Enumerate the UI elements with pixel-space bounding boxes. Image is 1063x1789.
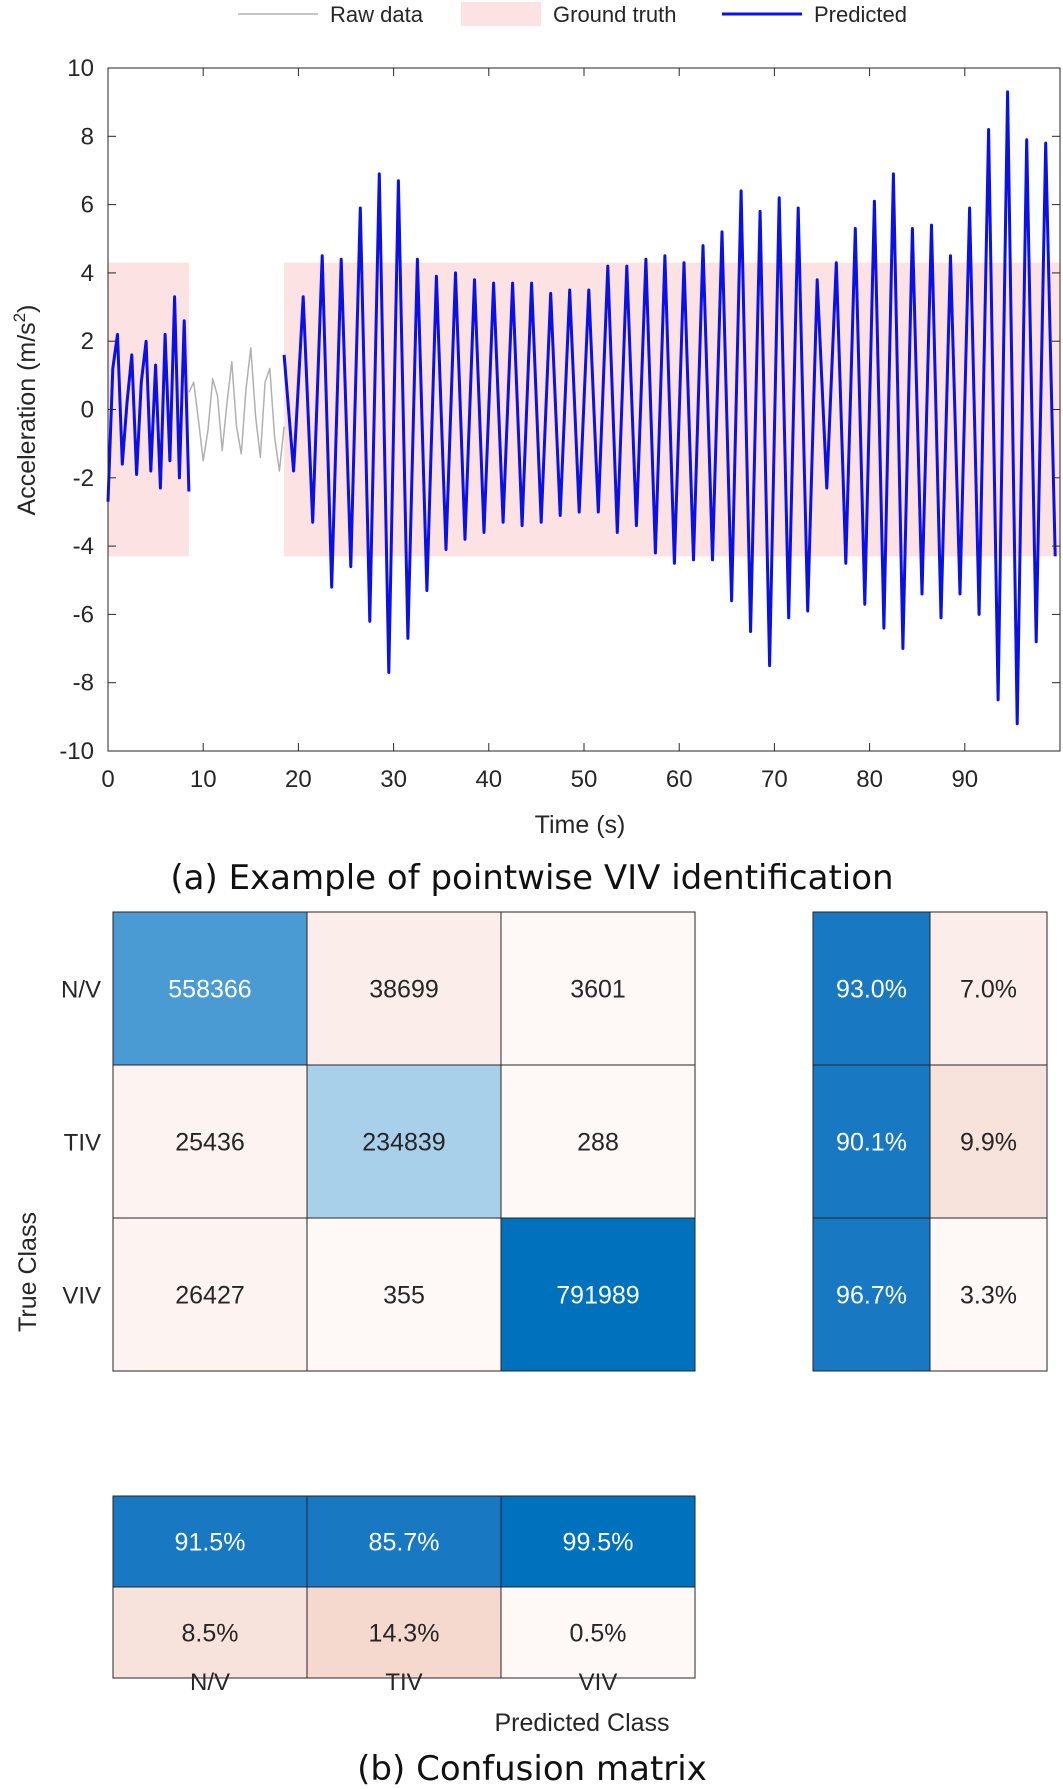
- y-tick-label: -10: [59, 738, 94, 765]
- y-tick-label: 10: [67, 55, 94, 82]
- matrix-cell: [306, 911, 502, 1066]
- series-lines: [106, 90, 1057, 726]
- matrix-cell-value: 38699: [369, 976, 439, 1004]
- x-tick-label: 50: [571, 766, 598, 793]
- y-tick-label: 4: [81, 260, 94, 287]
- x-tick-label: 40: [475, 766, 502, 793]
- row-summary-cell: [812, 1064, 931, 1219]
- matrix-cell-value: 234839: [362, 1129, 445, 1157]
- column-summary-cell: [112, 1586, 308, 1679]
- matrix-cell-value: 355: [383, 1282, 425, 1310]
- predicted-line: [282, 90, 1057, 726]
- y-tick-label: 6: [81, 192, 94, 219]
- legend-raw-label: Raw data: [330, 2, 424, 27]
- column-summary-cell-value: 99.5%: [563, 1529, 634, 1557]
- column-class-label: N/V: [190, 1669, 230, 1696]
- row-summary-cell-value: 3.3%: [960, 1282, 1017, 1310]
- row-summary-cell-value: 9.9%: [960, 1129, 1017, 1157]
- column-class-label: TIV: [385, 1669, 422, 1696]
- legend: Raw data Ground truth Predicted: [238, 2, 907, 27]
- matrix-cell: [112, 1064, 308, 1219]
- confusion-matrix: 558366 38699 3601 25436 234839 288 26427 355 791…: [14, 911, 1048, 1737]
- y-tick-label: 2: [81, 328, 94, 355]
- x-tick-label: 70: [761, 766, 788, 793]
- matrix-cell: [306, 1064, 502, 1219]
- matrix-cell-value: 3601: [570, 976, 626, 1004]
- y-axis-ticks: 10 8 6 4 2 0 -2 -4 -6 -8 -10: [59, 55, 1060, 765]
- row-summary-cell: [929, 911, 1048, 1066]
- y-axis-label-close: ): [13, 305, 41, 313]
- column-summary-cell-value: 91.5%: [175, 1529, 246, 1557]
- y-tick-label: -8: [73, 670, 94, 697]
- column-summary-cell: [500, 1586, 696, 1679]
- x-axis-label: Time (s): [535, 811, 626, 839]
- predicted-line: [106, 295, 191, 502]
- y-tick-label: 8: [81, 123, 94, 150]
- row-summary-cell-value: 7.0%: [960, 976, 1017, 1004]
- y-tick-label: -4: [73, 533, 94, 560]
- row-summary-cell-value: 96.7%: [836, 1282, 907, 1310]
- column-summary-cell: [112, 1495, 308, 1588]
- legend-ground-truth-label: Ground truth: [553, 2, 677, 27]
- matrix-cell: [112, 911, 308, 1066]
- y-tick-label: -2: [73, 465, 94, 492]
- raw-data-line: [188, 347, 285, 472]
- x-tick-label: 0: [101, 766, 114, 793]
- matrix-column-summary: 91.5% 85.7% 99.5% 8.5% 14.3% 0.5%: [112, 1495, 696, 1679]
- y-axis-label-main: Acceleration (m/s: [13, 322, 41, 515]
- predicted-class-label: Predicted Class: [494, 1709, 669, 1737]
- x-axis-ticks: 0 10 20 30 40 50 60 70 80 90: [101, 68, 978, 793]
- matrix-main: 558366 38699 3601 25436 234839 288 26427 355 791…: [112, 911, 696, 1372]
- x-tick-label: 20: [285, 766, 312, 793]
- matrix-cell-value: 25436: [175, 1129, 245, 1157]
- true-class-label: True Class: [14, 1212, 42, 1332]
- matrix-cell: [500, 911, 696, 1066]
- y-tick-label: 0: [81, 397, 94, 424]
- row-summary-cell: [929, 1217, 1048, 1372]
- caption-b: (b) Confusion matrix: [357, 1749, 707, 1789]
- x-tick-label: 60: [666, 766, 693, 793]
- row-class-label: VIV: [62, 1283, 101, 1310]
- y-axis-label-superscript: 2: [10, 313, 29, 322]
- column-summary-cell-value: 14.3%: [369, 1620, 440, 1648]
- y-axis-label: Acceleration (m/s2): [10, 305, 41, 516]
- x-tick-label: 90: [951, 766, 978, 793]
- matrix-cell: [500, 1217, 696, 1372]
- matrix-cell: [112, 1217, 308, 1372]
- row-class-label: N/V: [61, 977, 101, 1004]
- column-class-label: VIV: [579, 1669, 618, 1696]
- x-tick-label: 30: [380, 766, 407, 793]
- matrix-cell-value: 791989: [556, 1282, 639, 1310]
- row-summary-cell: [812, 1217, 931, 1372]
- column-summary-cell-value: 8.5%: [182, 1620, 239, 1648]
- legend-predicted-label: Predicted: [814, 2, 907, 27]
- matrix-cell-value: 558366: [168, 976, 251, 1004]
- matrix-cell: [500, 1064, 696, 1219]
- matrix-class-labels: N/V N/V TIV TIV VIV VIV: [61, 977, 617, 1697]
- matrix-cell-value: 26427: [175, 1282, 245, 1310]
- column-summary-cell-value: 85.7%: [369, 1529, 440, 1557]
- row-summary-cell-value: 93.0%: [836, 976, 907, 1004]
- x-tick-label: 10: [190, 766, 217, 793]
- y-tick-label: -6: [73, 601, 94, 628]
- caption-a: (a) Example of pointwise VIV identificat…: [170, 858, 893, 898]
- row-summary-cell-value: 90.1%: [836, 1129, 907, 1157]
- x-tick-label: 80: [856, 766, 883, 793]
- row-summary-cell: [929, 1064, 1048, 1219]
- row-class-label: TIV: [64, 1130, 101, 1157]
- column-summary-cell-value: 0.5%: [570, 1620, 627, 1648]
- matrix-cell-value: 288: [577, 1129, 619, 1157]
- column-summary-cell: [500, 1495, 696, 1588]
- matrix-row-summary: 93.0% 7.0% 90.1% 9.9% 96.7% 3.3%: [812, 911, 1048, 1372]
- legend-ground-truth-swatch: [461, 2, 541, 26]
